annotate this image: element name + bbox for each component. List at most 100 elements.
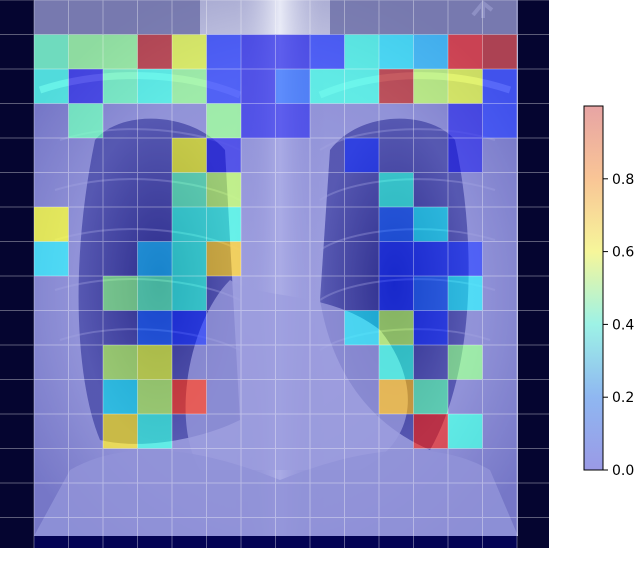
heatmap-patch <box>344 34 379 69</box>
heatmap-patch <box>310 345 345 380</box>
heatmap-patch <box>137 69 172 104</box>
heatmap-patch <box>137 276 172 311</box>
heatmap-patch <box>241 517 276 548</box>
heatmap-patch <box>344 276 379 311</box>
heatmap-patch <box>413 448 448 483</box>
heatmap-patch <box>482 310 517 345</box>
shoulder-shadow-right <box>330 0 518 35</box>
heatmap-patch <box>379 103 414 138</box>
heatmap-patch <box>68 69 103 104</box>
heatmap-patch <box>34 483 69 518</box>
colorbar-tick-label: 0.8 <box>612 172 634 188</box>
heatmap-patch <box>34 414 69 449</box>
heatmap-patch <box>68 379 103 414</box>
heatmap-patch <box>103 241 138 276</box>
heatmap-patch <box>448 483 483 518</box>
patch-grid <box>0 0 549 548</box>
heatmap-patch <box>344 207 379 242</box>
heatmap-patch <box>103 379 138 414</box>
heatmap-patch <box>241 103 276 138</box>
heatmap-patch <box>206 483 241 518</box>
heatmap-patch <box>241 448 276 483</box>
heatmap-patch <box>310 138 345 173</box>
heatmap-patch <box>103 517 138 548</box>
heatmap-patch <box>172 138 207 173</box>
heatmap-patch <box>413 483 448 518</box>
heatmap-patch <box>34 379 69 414</box>
heatmap-patch <box>482 207 517 242</box>
heatmap-patch <box>413 34 448 69</box>
heatmap-patch <box>310 241 345 276</box>
heatmap-patch <box>379 345 414 380</box>
heatmap-patch <box>137 34 172 69</box>
heatmap-patch <box>172 103 207 138</box>
heatmap-patch <box>275 172 310 207</box>
heatmap-patch <box>34 241 69 276</box>
heatmap-patch <box>275 517 310 548</box>
heatmap-patch <box>206 103 241 138</box>
heatmap-patch <box>482 172 517 207</box>
heatmap-patch <box>68 414 103 449</box>
heatmap-patch <box>172 345 207 380</box>
heatmap-patch <box>103 34 138 69</box>
heatmap-patch <box>172 207 207 242</box>
heatmap-patch <box>482 69 517 104</box>
heatmap-patch <box>310 379 345 414</box>
heatmap-patch <box>310 172 345 207</box>
heatmap-patch <box>206 310 241 345</box>
heatmap-patch <box>379 276 414 311</box>
shoulder-shadow-left <box>34 0 200 35</box>
heatmap-patch <box>413 138 448 173</box>
heatmap-patch <box>241 276 276 311</box>
heatmap-patch <box>241 414 276 449</box>
heatmap-patch <box>344 103 379 138</box>
heatmap-patch <box>241 138 276 173</box>
heatmap-patch <box>413 379 448 414</box>
heatmap-patch <box>206 276 241 311</box>
heatmap-patch <box>241 207 276 242</box>
heatmap-patch <box>275 379 310 414</box>
heatmap-patch <box>310 69 345 104</box>
heatmap-patch <box>344 448 379 483</box>
heatmap-patch <box>241 310 276 345</box>
heatmap-patch <box>448 69 483 104</box>
heatmap-patch <box>241 172 276 207</box>
heatmap-patch <box>137 138 172 173</box>
heatmap-patch <box>34 310 69 345</box>
heatmap-patch <box>310 448 345 483</box>
heatmap-patch <box>344 138 379 173</box>
heatmap-patch <box>413 241 448 276</box>
heatmap-patch <box>344 69 379 104</box>
heatmap-patch <box>379 34 414 69</box>
heatmap-patch <box>448 276 483 311</box>
heatmap-patch <box>137 207 172 242</box>
heatmap-patch <box>379 414 414 449</box>
heatmap-patch <box>448 379 483 414</box>
heatmap-patch <box>206 207 241 242</box>
heatmap-patch <box>206 379 241 414</box>
heatmap-patch <box>448 138 483 173</box>
heatmap-patch <box>172 241 207 276</box>
heatmap-patch <box>344 483 379 518</box>
heatmap-patch <box>344 310 379 345</box>
heatmap-patch <box>275 207 310 242</box>
heatmap-patch <box>206 517 241 548</box>
heatmap-patch <box>310 103 345 138</box>
heatmap-patch <box>482 517 517 548</box>
chest-xray-heatmap <box>0 0 549 548</box>
heatmap-patch <box>68 172 103 207</box>
heatmap-patch <box>275 448 310 483</box>
heatmap-patch <box>103 276 138 311</box>
heatmap-patch <box>34 172 69 207</box>
heatmap-patch <box>206 414 241 449</box>
heatmap-patch <box>448 414 483 449</box>
heatmap-patch <box>206 241 241 276</box>
heatmap-patch <box>68 138 103 173</box>
heatmap-patch <box>413 103 448 138</box>
heatmap-patch <box>379 69 414 104</box>
heatmap-patch <box>344 345 379 380</box>
heatmap-patch <box>68 207 103 242</box>
heatmap-patch <box>137 103 172 138</box>
heatmap-patch <box>103 103 138 138</box>
heatmap-patch <box>413 517 448 548</box>
